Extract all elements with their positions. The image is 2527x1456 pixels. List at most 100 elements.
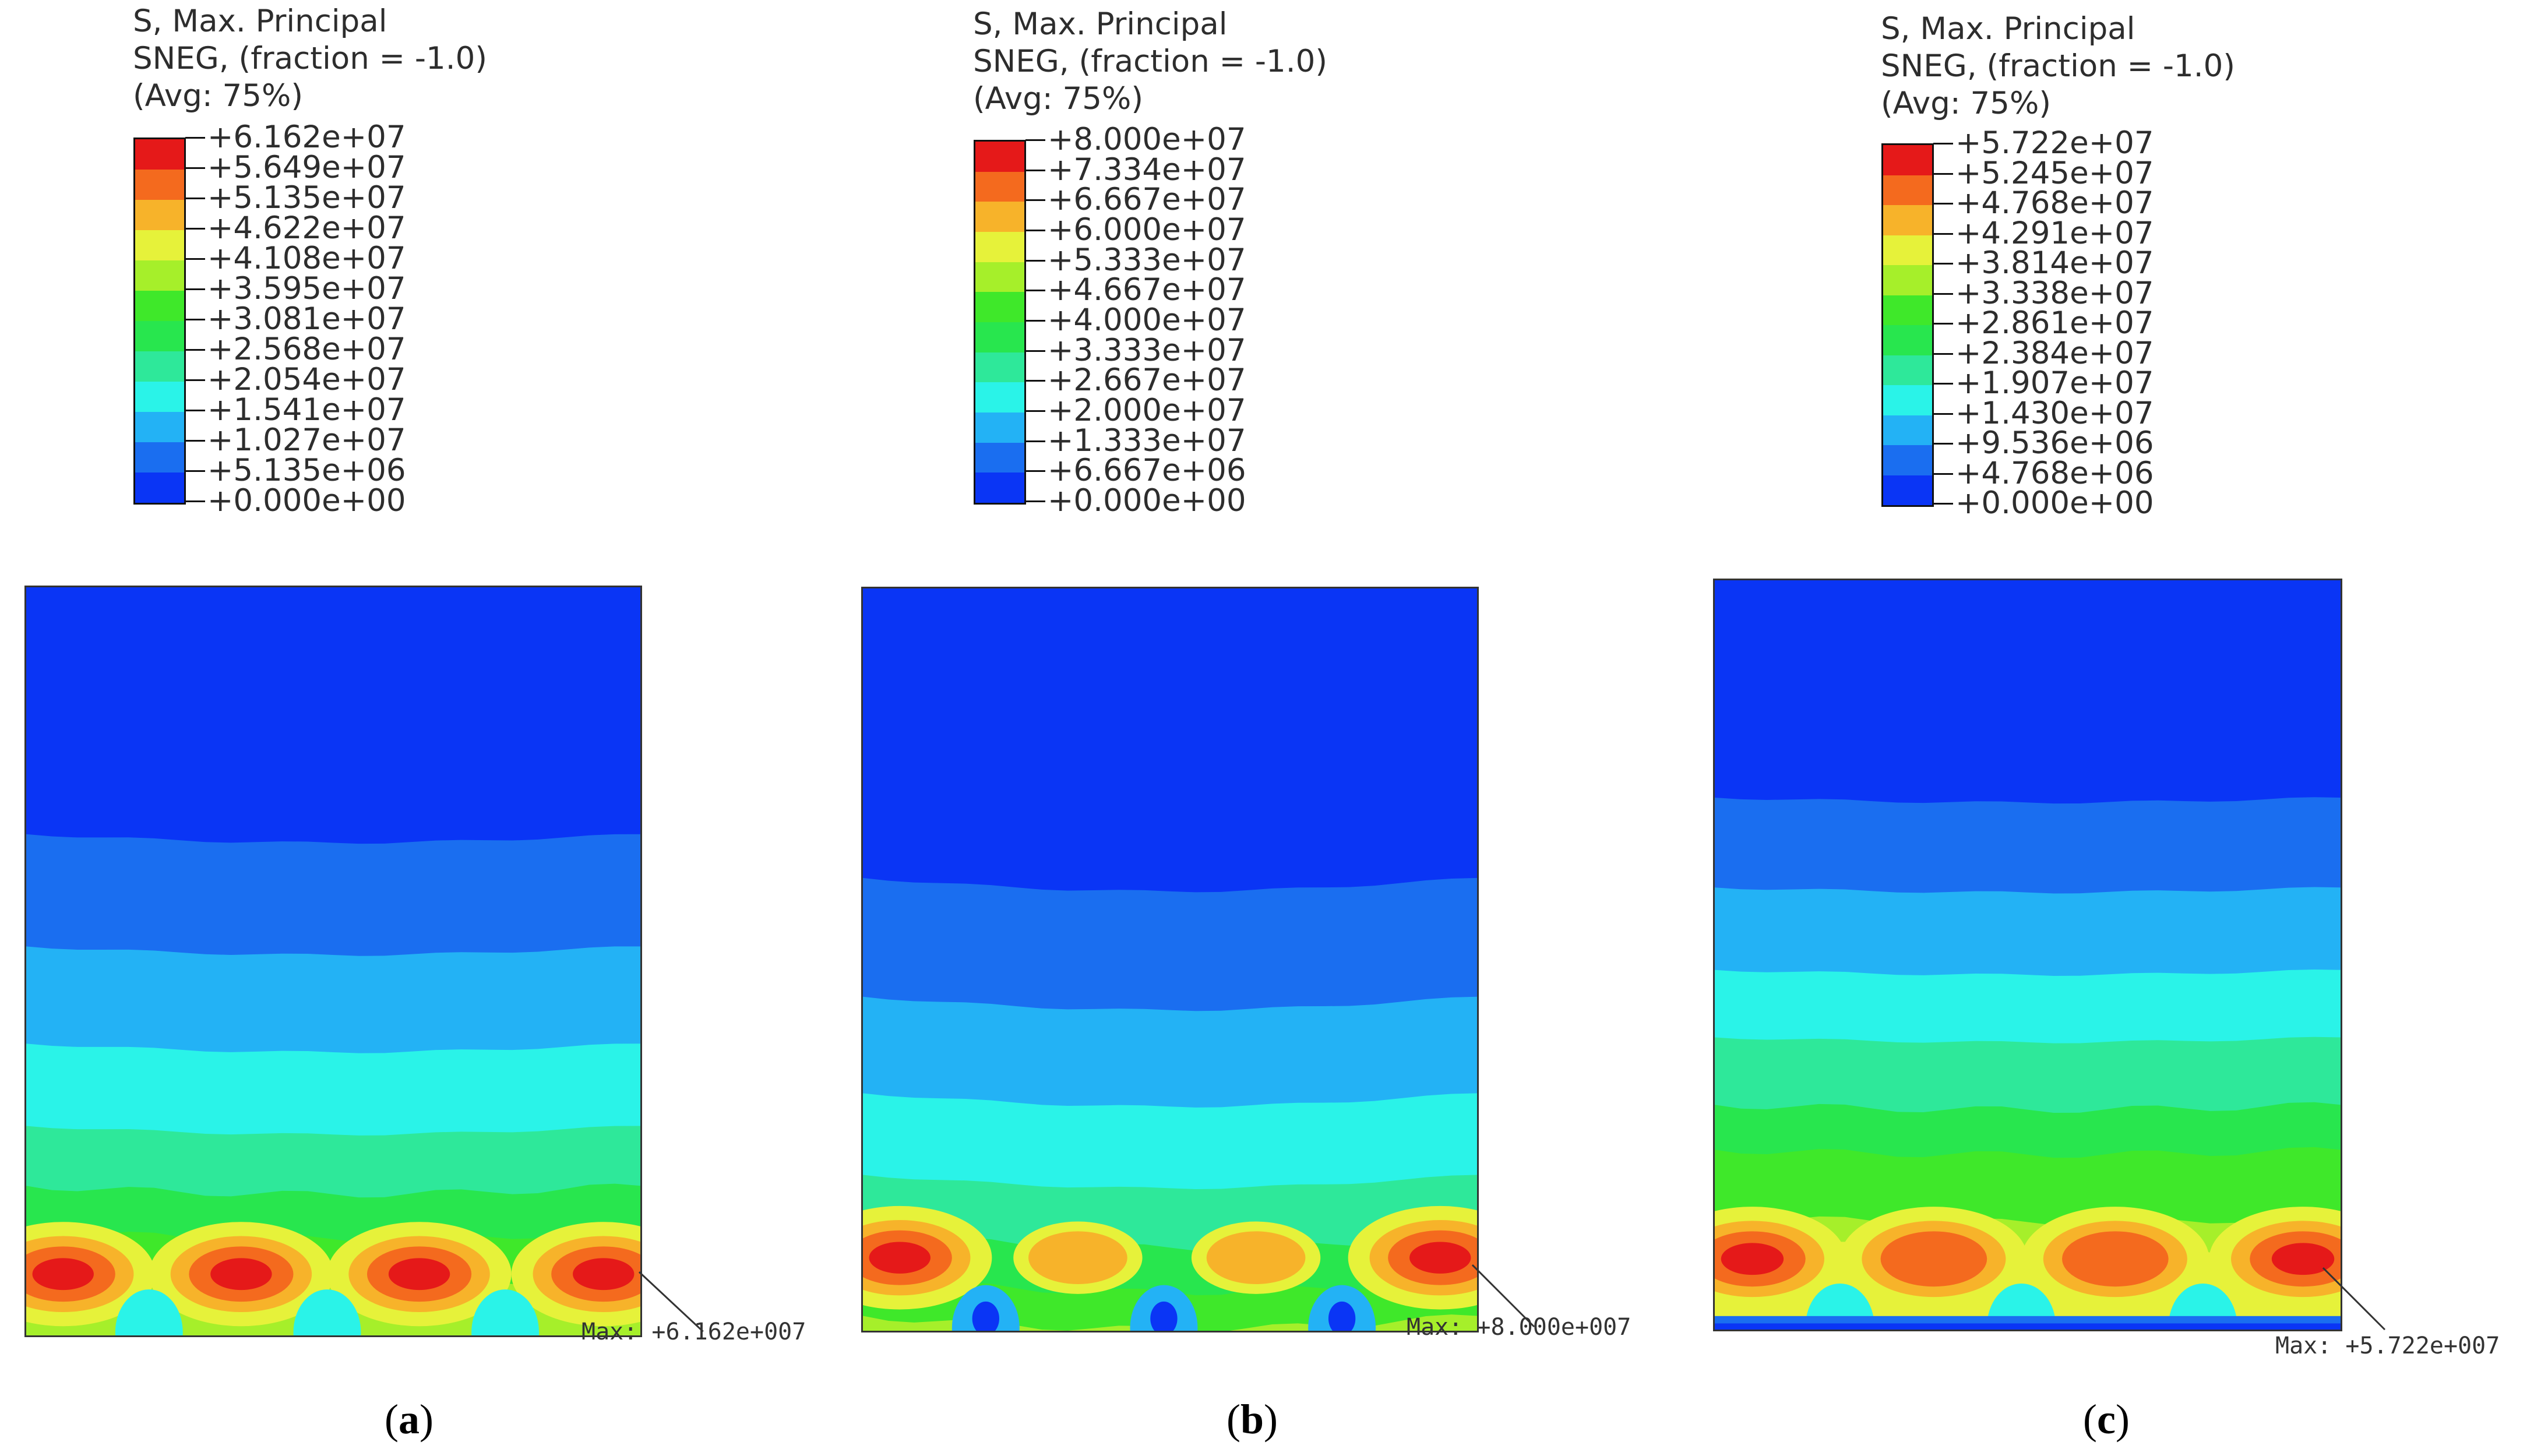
legend-tick — [1933, 232, 1953, 235]
max-label: Max: +5.722e+007 — [2275, 1332, 2500, 1359]
legend-tick — [1933, 323, 1953, 325]
colorbar-segment — [135, 382, 184, 412]
colorbar-segment — [975, 442, 1024, 473]
colorbar-segment — [1883, 175, 1932, 205]
bottom-edge-band — [1715, 1323, 2341, 1330]
legend-tick — [1025, 500, 1045, 502]
legend-value: +3.081e+07 — [207, 301, 406, 337]
legend-tick — [1933, 383, 1953, 385]
legend-tick — [185, 288, 205, 290]
legend-value: +4.622e+07 — [207, 210, 406, 246]
legend-tick — [1933, 263, 1953, 265]
caption-letter: c — [2096, 1396, 2116, 1443]
contour-plot — [24, 586, 642, 1337]
colorbar-segment — [975, 202, 1024, 232]
legend-value: +7.334e+07 — [1048, 151, 1246, 188]
low-stress-pocket — [115, 1289, 183, 1335]
contour-plot — [1713, 579, 2342, 1331]
legend-tick — [1933, 203, 1953, 205]
legend-value: +2.568e+07 — [207, 332, 406, 367]
legend-tick — [185, 258, 205, 260]
colorbar-segment — [975, 262, 1024, 292]
legend-tick — [1933, 413, 1953, 415]
caption: (c) — [2083, 1396, 2130, 1443]
legend-value: +8.000e+07 — [1048, 122, 1246, 157]
legend-tick — [185, 228, 205, 230]
contour-svg — [1715, 580, 2341, 1330]
legend-tick — [1025, 230, 1045, 231]
colorbar-segment — [135, 200, 184, 230]
caption: (b) — [1227, 1396, 1278, 1443]
colorbar-segment — [975, 352, 1024, 383]
legend-tick — [1933, 143, 1953, 144]
colorbar-segment — [1883, 475, 1932, 505]
legend-value: +0.000e+00 — [1955, 485, 2154, 521]
stress-hotspot — [573, 1258, 635, 1291]
legend-tick — [1933, 473, 1953, 475]
legend-tick — [1025, 259, 1045, 262]
low-stress-pocket — [471, 1289, 540, 1335]
legend-value: +1.333e+07 — [1048, 422, 1246, 459]
stress-hotspot — [1721, 1243, 1784, 1275]
legend-title: S, Max. Principal SNEG, (fraction = -1.0… — [973, 6, 1327, 117]
colorbar-segment — [975, 412, 1024, 443]
legend-tick — [1025, 199, 1045, 202]
colorbar-segment — [135, 139, 184, 170]
legend-value: +6.162e+07 — [207, 119, 406, 155]
legend-tick — [1025, 440, 1045, 442]
legend-title: S, Max. Principal SNEG, (fraction = -1.0… — [1881, 11, 2235, 121]
colorbar-segment — [1883, 385, 1932, 415]
legend-tick — [185, 167, 205, 169]
colorbar — [1881, 143, 1934, 507]
colorbar-segment — [1883, 355, 1932, 385]
colorbar-segment — [1883, 235, 1932, 265]
stress-hotspot — [32, 1258, 94, 1291]
max-label: Max: +8.000e+007 — [1407, 1314, 1631, 1341]
legend-value: +1.907e+07 — [1955, 365, 2154, 401]
max-label: Max: +6.162e+007 — [581, 1318, 806, 1345]
legend-tick — [1933, 443, 1953, 445]
stress-hotspot — [1206, 1231, 1306, 1285]
legend-tick — [1933, 503, 1953, 505]
legend-value: +9.536e+06 — [1955, 425, 2154, 461]
legend-tick — [1933, 292, 1953, 295]
colorbar-segment — [975, 382, 1024, 413]
legend-value: +1.430e+07 — [1955, 395, 2154, 431]
legend-tick — [185, 440, 205, 442]
legend-tick — [1025, 380, 1045, 382]
colorbar-segment — [975, 231, 1024, 262]
low-stress-pocket — [972, 1301, 999, 1331]
legend-tick — [1025, 410, 1045, 412]
colorbar-segment — [1883, 325, 1932, 355]
legend-tick — [1025, 470, 1045, 473]
colorbar-segment — [1883, 205, 1932, 235]
legend-tick — [1025, 320, 1045, 322]
legend-value: +3.814e+07 — [1955, 245, 2154, 281]
legend-tick — [185, 379, 205, 381]
legend-value: +4.768e+07 — [1955, 185, 2154, 221]
stress-hotspot — [210, 1258, 272, 1291]
legend-value: +6.000e+07 — [1048, 212, 1246, 248]
colorbar-segment — [1883, 445, 1932, 475]
legend-value: +5.135e+06 — [207, 453, 406, 488]
legend-value: +3.595e+07 — [207, 271, 406, 306]
legend-tick — [185, 349, 205, 351]
colorbar — [974, 140, 1026, 505]
legend-tick — [1933, 172, 1953, 175]
stress-hotspot — [869, 1242, 931, 1274]
legend-tick — [1025, 169, 1045, 171]
legend-tick — [185, 410, 205, 411]
colorbar-segment — [135, 170, 184, 200]
caption: (a) — [385, 1396, 433, 1443]
legend-tick — [185, 500, 205, 502]
colorbar-segment — [135, 412, 184, 442]
low-stress-pocket — [1150, 1301, 1178, 1331]
legend-value: +1.541e+07 — [207, 392, 406, 428]
colorbar-segment — [975, 142, 1024, 172]
colorbar-segment — [135, 442, 184, 473]
stress-hotspot — [1880, 1231, 1987, 1287]
legend-value: +5.245e+07 — [1955, 155, 2154, 191]
colorbar-segment — [135, 291, 184, 321]
colorbar-segment — [135, 321, 184, 351]
legend-value: +4.768e+06 — [1955, 455, 2154, 491]
